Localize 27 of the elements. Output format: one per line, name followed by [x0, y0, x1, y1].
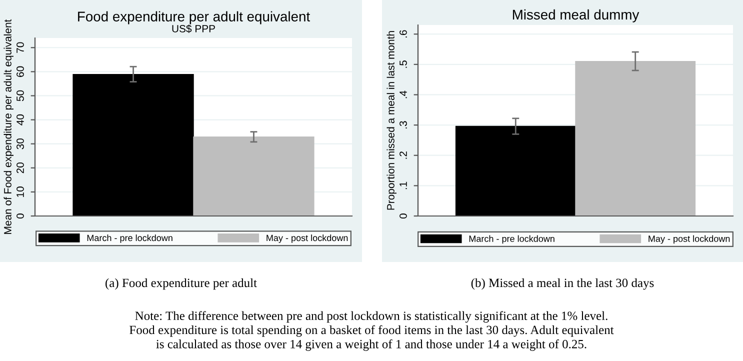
text: (b) Missed a meal in the last 30 days	[471, 278, 654, 290]
y-tick-label: .3	[400, 121, 407, 128]
y-tick-label: 0	[400, 214, 407, 218]
legend-label: May - post lockdown	[648, 235, 730, 244]
text: (a) Food expenditure per adult	[106, 278, 257, 290]
y-tick-label: .4	[400, 90, 407, 98]
y-tick-label: 10	[16, 186, 24, 197]
y-tick-label: .2	[400, 152, 407, 159]
legend-label: March - pre lockdown	[469, 235, 554, 244]
y-tick-label: 30	[16, 138, 24, 150]
legend-label: May - post lockdown	[266, 234, 348, 243]
y-tick-label: 40	[16, 114, 24, 126]
chart-title: Missed meal dummy	[512, 9, 640, 22]
chart-title: Food expenditure per adult equivalent	[78, 11, 310, 24]
text: Note: The difference between pre and post lockdown is statistically significant at the 1% level. Food expenditure is total spending on a basket of food items in the last 30 days. Adult equivalent is calculated as those over 14 given a weight of 1 and those under 14 a weight of 0.25.	[130, 311, 614, 351]
chart-subtitle: US$ PPP	[172, 24, 215, 33]
legend-label: March - pre lockdown	[87, 234, 172, 243]
y-tick-label: .5	[400, 60, 407, 68]
y-tick-label: 20	[16, 162, 24, 174]
y-tick-label: .1	[400, 182, 407, 190]
y-tick-label: 0	[16, 214, 24, 218]
y-tick-label: 70	[16, 42, 24, 53]
y-tick-label: .6	[400, 30, 407, 38]
y-axis-title: Mean of Food expenditure per adult equivalent	[4, 19, 14, 234]
y-axis-title: Proportion missed a meal in last month	[386, 31, 396, 210]
y-tick-label: 60	[16, 66, 24, 77]
y-tick-label: 50	[16, 90, 24, 102]
